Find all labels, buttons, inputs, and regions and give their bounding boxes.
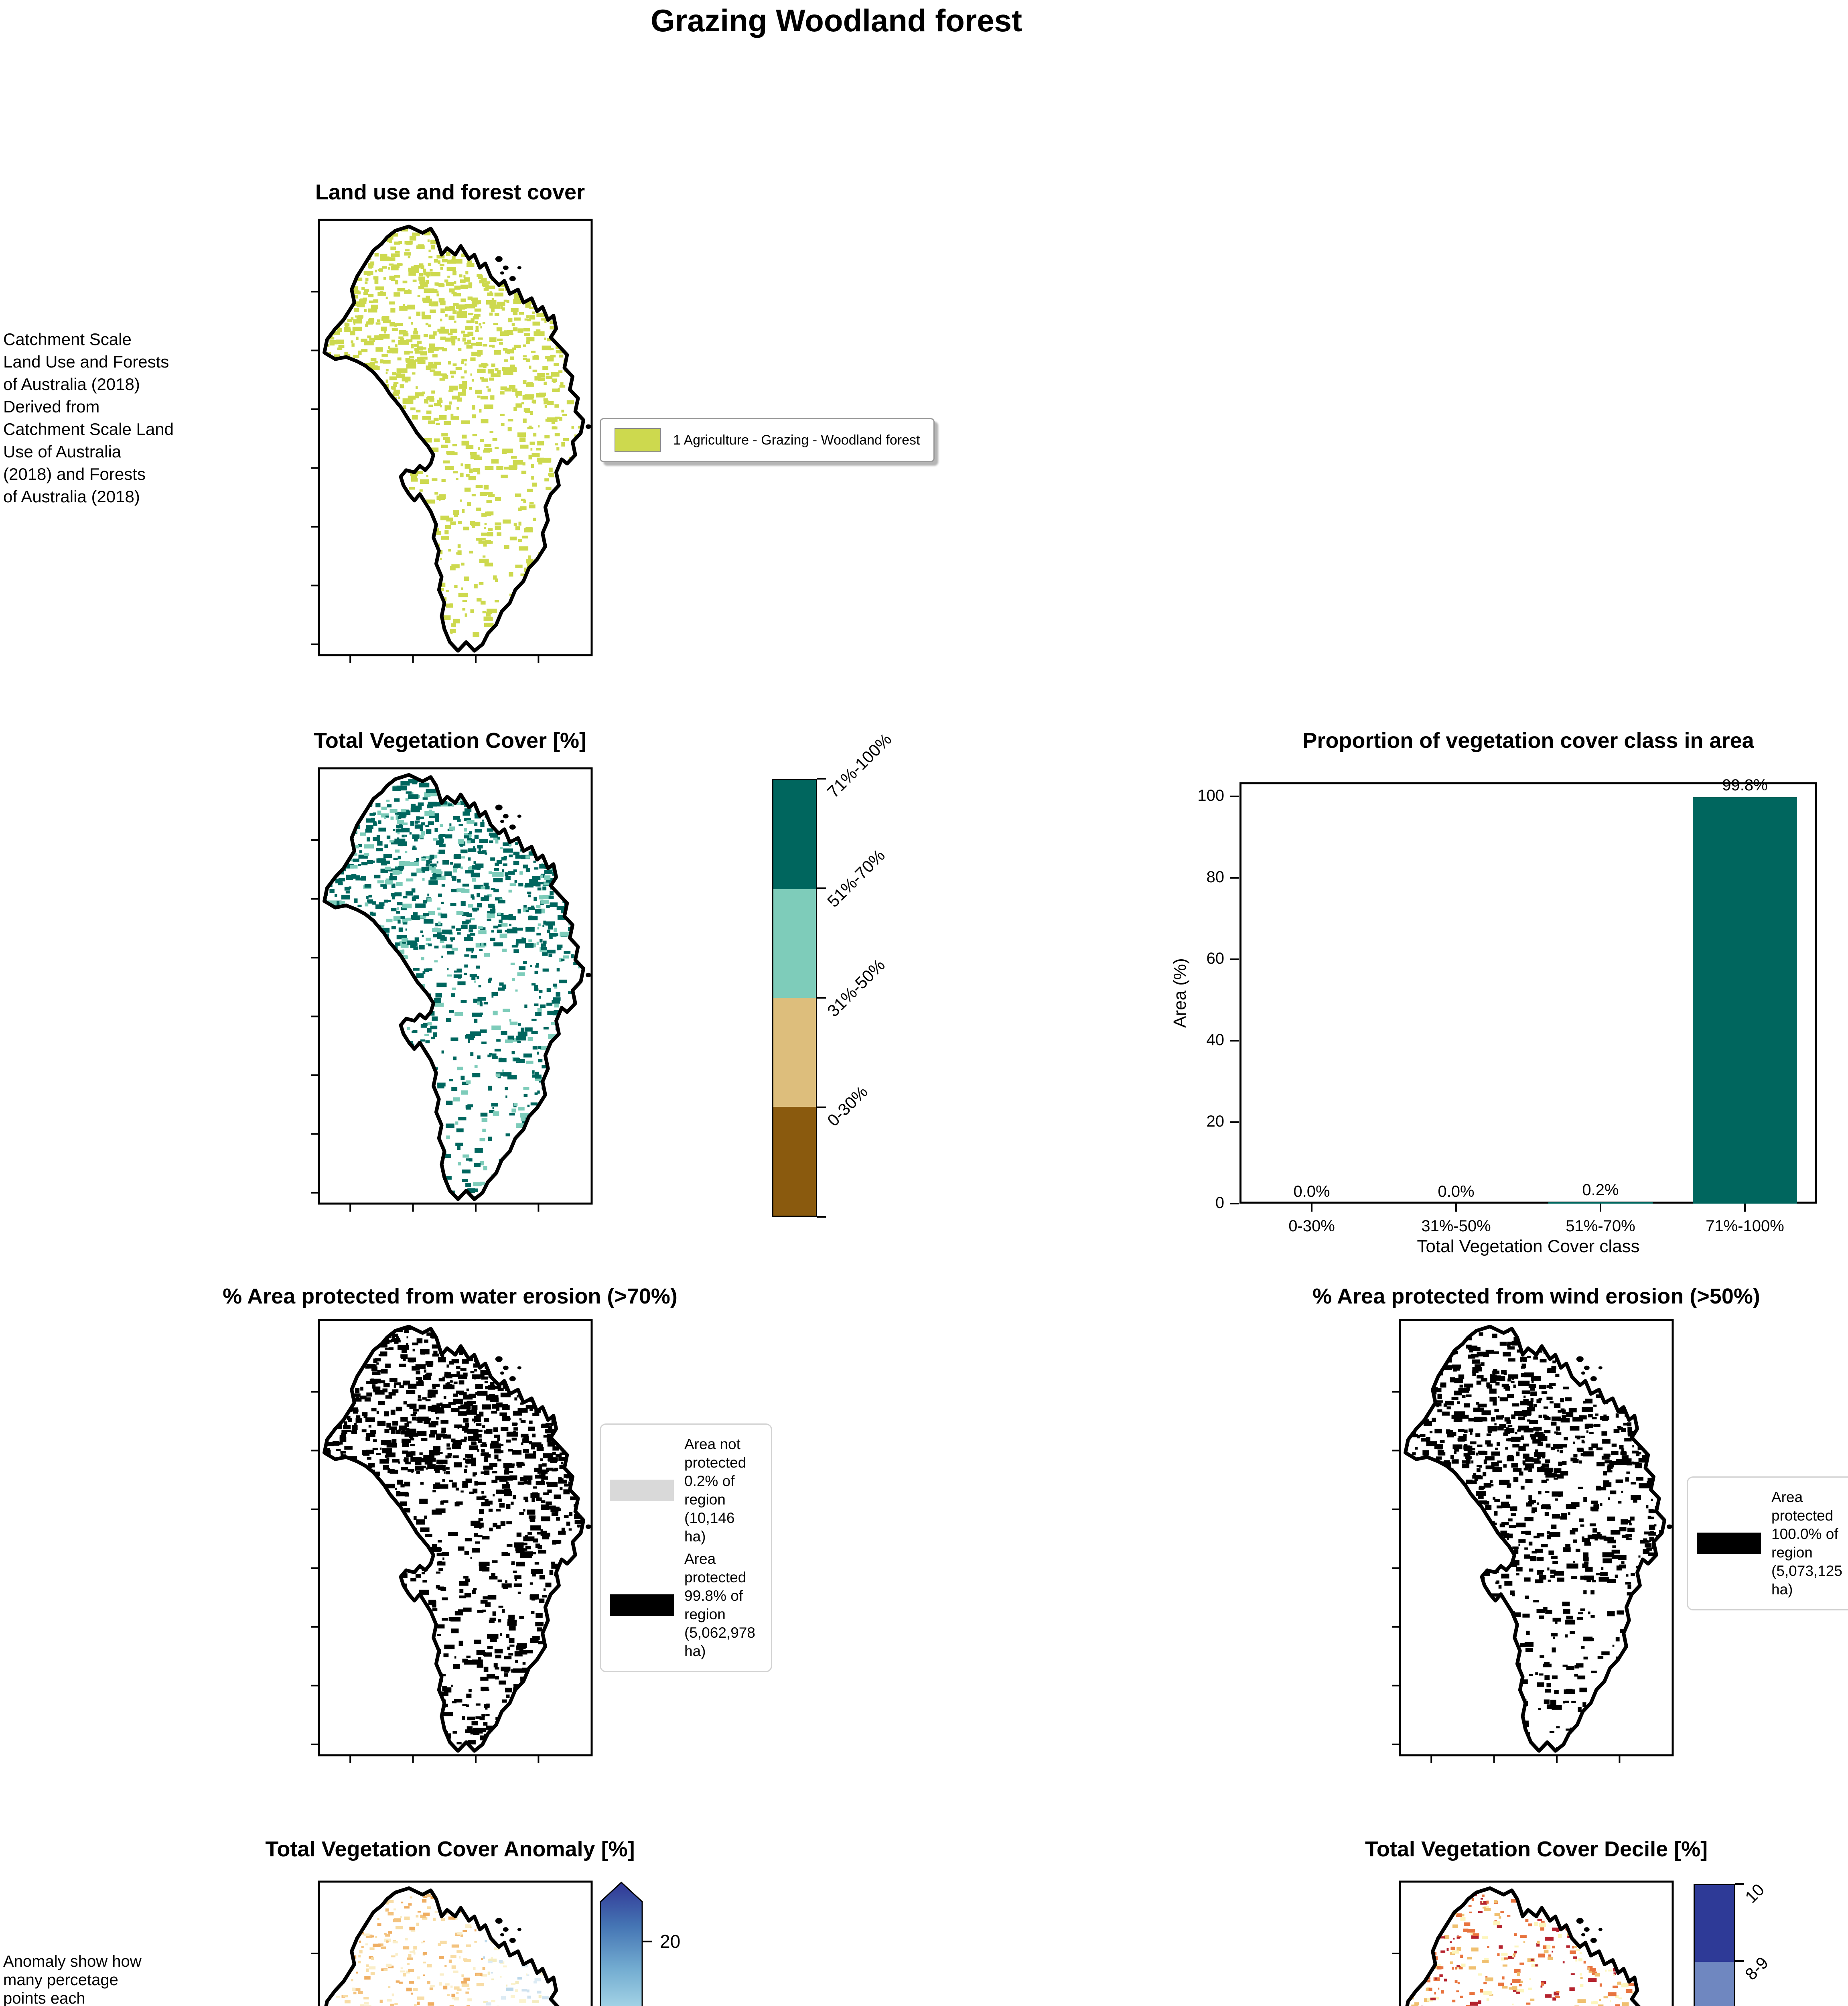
decile-panel-title: Total Vegetation Cover Decile [%] [1365,1837,1708,1861]
protected-swatch [610,1594,674,1616]
wind-protected-label: Area protected 100.0% of region (5,073,1… [1771,1489,1842,1598]
anomaly-colorbar-tick: 20 [660,1931,681,1952]
wind-erosion-map [1392,1319,1674,1763]
tvc-colorbar-label: 0-30% [824,1082,872,1130]
tvc-colorbar-label: 71%-100% [824,729,895,802]
bar-chart-xtick: 0-30% [1288,1217,1335,1235]
decile-colorbar-label: 8-9 [1741,1953,1772,1984]
bar-chart-ylabel: Area (%) [1170,958,1190,1028]
wind-protected-swatch [1697,1533,1761,1554]
bar-chart-ytick: 60 [1206,950,1225,967]
bar-chart-xtick: 71%-100% [1706,1217,1784,1235]
anomaly-colorbar [600,1881,652,2006]
decile-colorbar [1694,1884,1735,2006]
legend-item-not-protected: Area not protected 0.2% of region (10,14… [610,1435,762,1546]
bar-chart-ytick: 0 [1215,1194,1224,1212]
legend-item-protected: Area protected 99.8% of region (5,062,97… [610,1550,762,1661]
wind-erosion-legend: Area protected 100.0% of region (5,073,1… [1687,1476,1848,1610]
not-protected-swatch [610,1480,674,1501]
tvc-map [311,767,593,1212]
decile-colorbar-label: 10 [1741,1880,1768,1907]
tvc-panel-title: Total Vegetation Cover [%] [313,729,587,753]
bar-chart-ytick: 80 [1206,868,1225,886]
bar-chart-xlabel: Total Vegetation Cover class [1417,1236,1640,1256]
anomaly-note: Anomaly show how many percetage points e… [3,1953,142,2006]
protected-label: Area protected 99.8% of region (5,062,97… [684,1551,755,1659]
anomaly-map [311,1880,593,2006]
tvc-colorbar-label: 31%-50% [824,955,889,1021]
land-use-legend-label: 1 Agriculture - Grazing - Woodland fores… [673,432,920,448]
bar-chart-ytick: 100 [1197,787,1224,804]
bar-chart-ytick: 20 [1206,1113,1225,1130]
bar-value-label: 99.8% [1722,776,1768,794]
bar-value-label: 0.2% [1582,1181,1619,1199]
land-use-legend-swatch [615,428,661,452]
water-erosion-map [311,1319,593,1763]
bar-chart-xtick: 31%-50% [1421,1217,1491,1235]
wind-erosion-panel-title: % Area protected from wind erosion (>50%… [1312,1284,1760,1308]
anomaly-panel-title: Total Vegetation Cover Anomaly [%] [265,1837,635,1861]
proportion-chart-title: Proportion of vegetation cover class in … [1302,729,1754,753]
bar-value-label: 0.0% [1438,1183,1475,1200]
land-use-legend: 1 Agriculture - Grazing - Woodland fores… [600,418,935,462]
page-title: Grazing Woodland forest [651,3,1022,38]
legend-item-wind-protected: Area protected 100.0% of region (5,073,1… [1697,1488,1848,1599]
decile-map [1392,1880,1674,2006]
land-use-note: Catchment Scale Land Use and Forests of … [3,330,174,506]
proportion-bar-chart [1239,782,1817,1204]
water-erosion-legend: Area not protected 0.2% of region (10,14… [600,1423,772,1672]
tvc-colorbar [772,779,817,1217]
bar-51%-70% [1548,1202,1653,1204]
bar-chart-xtick: 51%-70% [1566,1217,1635,1235]
bar-value-label: 0.0% [1293,1183,1330,1200]
tvc-colorbar-label: 51%-70% [824,846,889,911]
land-use-map [311,219,593,663]
water-erosion-panel-title: % Area protected from water erosion (>70… [223,1284,678,1308]
land-use-panel-title: Land use and forest cover [315,180,585,204]
bar-chart-ytick: 40 [1206,1031,1225,1049]
bar-71%-100% [1693,797,1797,1204]
not-protected-label: Area not protected 0.2% of region (10,14… [684,1436,747,1545]
